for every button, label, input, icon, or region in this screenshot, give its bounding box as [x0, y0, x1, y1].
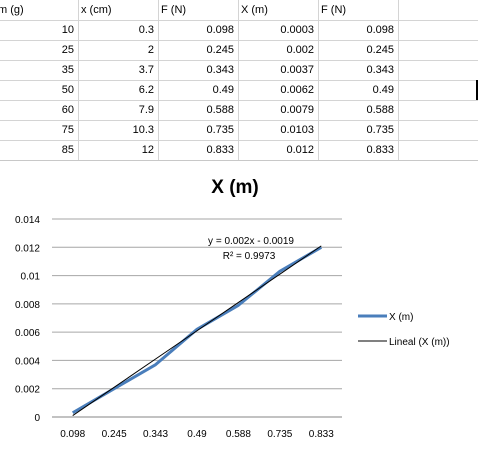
table-cell[interactable]: 0.343	[366, 64, 394, 76]
table-cell[interactable]: 85	[61, 144, 74, 156]
table-cell[interactable]: 0.0037	[280, 64, 314, 76]
header-cell-x-cm[interactable]: x (cm)	[81, 4, 112, 16]
x-tick-label: 0.245	[102, 429, 127, 440]
table-cell[interactable]: 0.002	[286, 44, 314, 56]
x-tick-label: 0.343	[143, 429, 168, 440]
table-cell[interactable]: 3.7	[138, 64, 154, 76]
table-cell[interactable]: 0.735	[366, 124, 394, 136]
table-cell[interactable]: 0.098	[366, 24, 394, 36]
table-cell[interactable]: 0.343	[206, 64, 234, 76]
header-cell-force[interactable]: F (N)	[161, 4, 187, 16]
row-divider	[0, 140, 478, 141]
x-tick-label: 0.833	[309, 429, 334, 440]
table-cell[interactable]: 6.2	[138, 84, 154, 96]
y-tick-label: 0.01	[21, 272, 41, 283]
row-divider	[0, 60, 478, 61]
y-tick-label: 0.008	[15, 300, 40, 311]
row-divider	[0, 20, 478, 21]
table-cell[interactable]: 60	[61, 104, 74, 116]
chart-series	[71, 245, 323, 416]
x-tick-label: 0.735	[267, 429, 292, 440]
row-divider	[0, 100, 478, 101]
table-cell[interactable]: 0.245	[206, 44, 234, 56]
row-divider	[0, 40, 478, 41]
table-cell[interactable]: 0.49	[372, 84, 394, 96]
table-cell[interactable]: 0.588	[366, 104, 394, 116]
table-cell[interactable]: 0.3	[138, 24, 154, 36]
table-cell[interactable]: 10.3	[132, 124, 154, 136]
table-cell[interactable]: 25	[61, 44, 74, 56]
table-cell[interactable]: 0.012	[286, 144, 314, 156]
legend: X (m) Lineal (X (m))	[358, 312, 450, 348]
header-cell-x-m[interactable]: X (m)	[241, 4, 268, 16]
y-tick-label: 0.012	[15, 243, 40, 254]
table-cell[interactable]: 50	[61, 84, 74, 96]
y-tick-label: 0.014	[15, 215, 40, 226]
legend-label-x-m: X (m)	[389, 312, 413, 323]
table-cell[interactable]: 0.0079	[280, 104, 314, 116]
header-cell-force-2[interactable]: F (N)	[321, 4, 347, 16]
cell-cursor	[476, 80, 478, 100]
series-line-x-m	[71, 245, 323, 415]
x-axis-ticks: 0.098 0.245 0.343 0.49 0.588 0.735 0.833	[60, 429, 334, 440]
table-cell[interactable]: 0.0062	[280, 84, 314, 96]
trendline-equation: y = 0.002x - 0.0019	[208, 236, 294, 247]
table-cell[interactable]: 75	[61, 124, 74, 136]
y-tick-label: 0.006	[15, 328, 40, 339]
table-cell[interactable]: 2	[147, 44, 154, 56]
y-axis-ticks: 0 0.002 0.004 0.006 0.008 0.01 0.012 0.014	[15, 215, 40, 424]
x-tick-label: 0.588	[226, 429, 251, 440]
x-tick-label: 0.49	[187, 429, 207, 440]
row-divider	[0, 120, 478, 121]
row-divider	[0, 80, 478, 81]
legend-label-linear: Lineal (X (m))	[389, 337, 450, 348]
table-cell[interactable]: 0.588	[206, 104, 234, 116]
table-cell[interactable]: 12	[141, 144, 154, 156]
table-cell[interactable]: 0.735	[206, 124, 234, 136]
y-tick-label: 0.002	[15, 385, 40, 396]
trendline-linear	[72, 245, 322, 416]
table-cell[interactable]: 0.245	[366, 44, 394, 56]
table-cell[interactable]: 0.833	[366, 144, 394, 156]
table-cell[interactable]: 0.0003	[280, 24, 314, 36]
header-cell-mass[interactable]: m (g)	[0, 4, 24, 16]
chart-area[interactable]: X (m) 0 0.002 0.004 0.006 0.008 0.01 0.012 0.01…	[0, 160, 478, 452]
table-cell[interactable]: 0.098	[206, 24, 234, 36]
table-cell[interactable]: 0.49	[212, 84, 234, 96]
chart-title: X (m)	[211, 177, 259, 198]
line-chart: X (m) 0 0.002 0.004 0.006 0.008 0.01 0.012 0.01…	[15, 177, 450, 440]
y-tick-label: 0.004	[15, 356, 40, 367]
spreadsheet-grid: m (g) x (cm) F (N) X (m) F (N) 10 0.3 0.…	[0, 0, 478, 160]
x-tick-label: 0.098	[60, 429, 85, 440]
y-tick-label: 0	[34, 413, 40, 424]
table-cell[interactable]: 10	[61, 24, 74, 36]
chart-gridlines	[52, 218, 342, 418]
table-cell[interactable]: 0.0103	[280, 124, 314, 136]
table-cell[interactable]: 7.9	[138, 104, 154, 116]
table-cell[interactable]: 35	[61, 64, 74, 76]
r-squared-label: R² = 0.9973	[223, 251, 276, 262]
table-cell[interactable]: 0.833	[206, 144, 234, 156]
